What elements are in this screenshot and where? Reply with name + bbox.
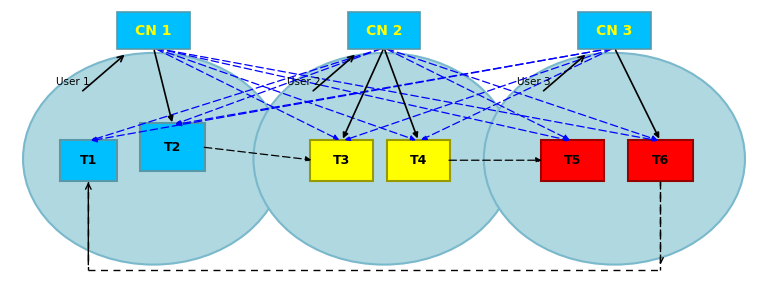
- FancyBboxPatch shape: [117, 13, 190, 49]
- FancyBboxPatch shape: [541, 140, 604, 181]
- Text: CN 1: CN 1: [135, 24, 172, 38]
- Text: T3: T3: [333, 154, 350, 167]
- Text: CN 2: CN 2: [366, 24, 402, 38]
- Text: T6: T6: [652, 154, 669, 167]
- FancyBboxPatch shape: [140, 123, 205, 171]
- Ellipse shape: [253, 53, 515, 265]
- Text: T5: T5: [564, 154, 581, 167]
- FancyBboxPatch shape: [59, 140, 117, 181]
- FancyBboxPatch shape: [628, 140, 693, 181]
- Text: T4: T4: [410, 154, 427, 167]
- FancyBboxPatch shape: [578, 13, 650, 49]
- Text: CN 3: CN 3: [596, 24, 633, 38]
- Text: User 3: User 3: [517, 77, 551, 87]
- Ellipse shape: [484, 53, 745, 265]
- Text: User 2: User 2: [286, 77, 320, 87]
- Text: User 1: User 1: [56, 77, 90, 87]
- Ellipse shape: [23, 53, 284, 265]
- Text: T2: T2: [164, 141, 181, 153]
- FancyBboxPatch shape: [310, 140, 373, 181]
- Text: T1: T1: [80, 154, 97, 167]
- FancyBboxPatch shape: [387, 140, 450, 181]
- FancyBboxPatch shape: [347, 13, 421, 49]
